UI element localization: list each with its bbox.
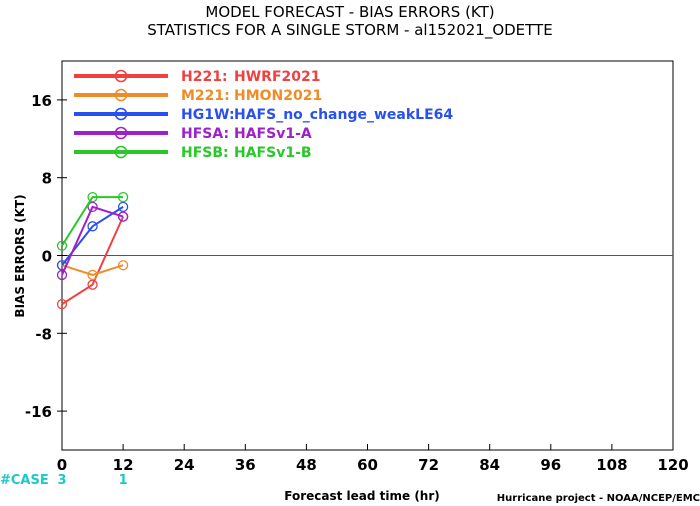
x-tick-label: 24 — [174, 456, 195, 474]
chart-subtitle: STATISTICS FOR A SINGLE STORM - al152021… — [147, 21, 552, 40]
series-layer — [56, 191, 129, 310]
y-tick-label: -16 — [25, 403, 52, 421]
y-tick-label: 8 — [42, 170, 52, 188]
series-hfsb — [56, 191, 129, 251]
series-line — [61, 205, 124, 276]
series-hfsa — [56, 201, 129, 281]
legend-name: HAFSv1-A — [234, 126, 312, 142]
case-label: #CASE — [0, 473, 49, 488]
legend-name: HMON2021 — [234, 88, 322, 104]
legend-name: HAFS_no_change_weakLE64 — [234, 107, 453, 123]
data-point — [56, 269, 68, 281]
credit-text: Hurricane project - NOAA/NCEP/EMC — [497, 493, 700, 504]
x-tick-label: 60 — [357, 456, 378, 474]
data-point — [87, 201, 98, 213]
legend-swatch-marker — [114, 107, 128, 121]
y-tick-label: 16 — [31, 92, 52, 110]
data-point — [87, 221, 98, 232]
legend-code: M221: — [181, 88, 230, 104]
legend-code: H221: — [181, 69, 228, 85]
y-tick-label: -8 — [35, 325, 52, 343]
x-tick-label: 108 — [596, 456, 627, 474]
x-tick-label: 48 — [296, 456, 317, 474]
legend-swatch-marker — [114, 69, 128, 83]
data-point — [87, 191, 98, 203]
x-tick-label: 96 — [540, 456, 561, 474]
data-point — [117, 211, 129, 222]
series-line — [61, 264, 124, 276]
x-tick-label: 72 — [418, 456, 439, 474]
data-point — [56, 240, 68, 251]
x-tick-label: 12 — [113, 456, 134, 474]
x-axis-label: Forecast lead time (hr) — [284, 489, 440, 503]
legend-item: HFSB: HAFSv1-B — [74, 145, 312, 161]
data-point — [117, 201, 129, 213]
x-axis-ticks: 0 12 24 36 48 60 72 84 96 108 120 — [57, 444, 689, 474]
y-axis-label: BIAS ERRORS (KT) — [13, 194, 27, 317]
legend-item: HFSA: HAFSv1-A — [74, 126, 312, 142]
x-tick-label: 36 — [235, 456, 256, 474]
legend-item: H221: HWRF2021 — [74, 69, 320, 85]
legend-item: M221: HMON2021 — [74, 88, 322, 104]
data-point — [117, 260, 129, 271]
legend-swatch-marker — [114, 145, 128, 159]
data-point — [117, 191, 129, 203]
legend-code: HFSA: — [181, 126, 229, 142]
legend-code: HFSB: — [181, 145, 229, 161]
case-count: 3 — [57, 473, 66, 488]
legend-name: HWRF2021 — [234, 69, 320, 85]
legend-swatch-marker — [114, 126, 128, 140]
series-line — [61, 216, 125, 305]
data-point — [87, 279, 98, 290]
case-count: 1 — [119, 473, 128, 488]
y-axis-ticks: 16 8 0 -8 -16 — [25, 92, 67, 421]
x-tick-label: 0 — [57, 456, 67, 474]
legend-item: HG1W: HAFS_no_change_weakLE64 — [74, 107, 453, 123]
chart-title: MODEL FORECAST - BIAS ERRORS (KT) — [205, 3, 494, 21]
legend-swatch-marker — [114, 88, 128, 102]
data-point — [56, 298, 68, 310]
y-tick-label: 0 — [42, 248, 52, 266]
data-point — [87, 269, 98, 281]
legend-code: HG1W: — [181, 107, 235, 123]
x-tick-label: 120 — [657, 456, 688, 474]
series-line — [61, 196, 124, 247]
x-tick-label: 84 — [479, 456, 500, 474]
legend-name: HAFSv1-B — [234, 145, 312, 161]
